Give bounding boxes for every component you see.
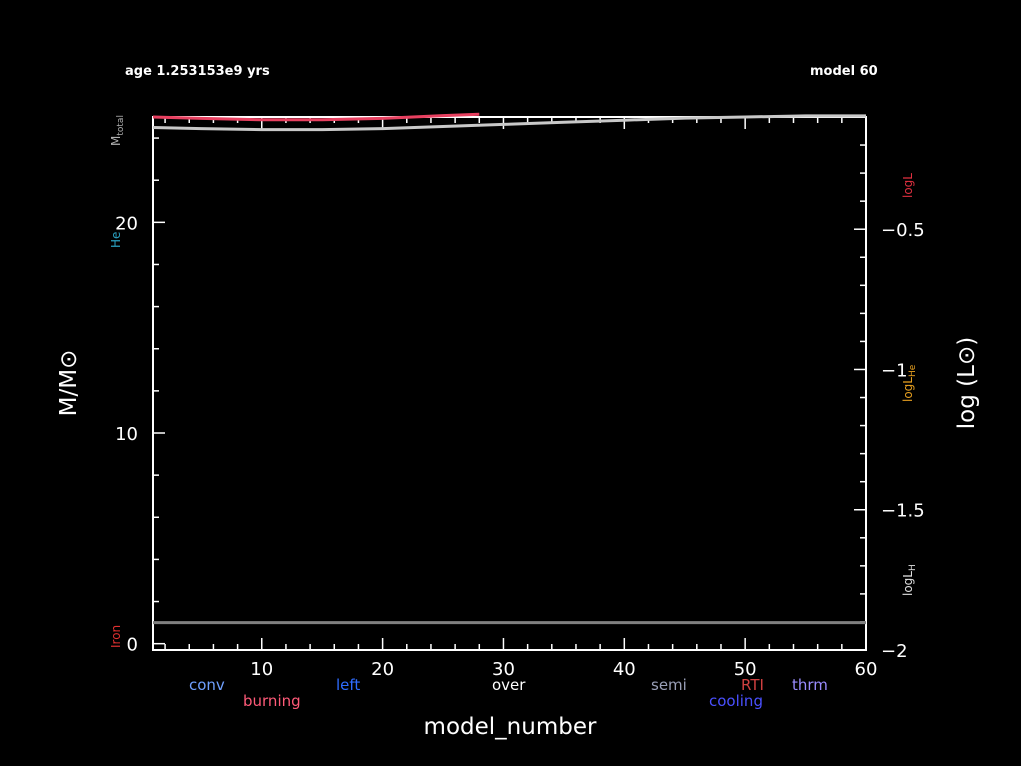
plot-frame: [152, 116, 867, 651]
y-left-axis-label: M/M⊙: [56, 350, 82, 417]
x-tick-label: 20: [371, 659, 394, 680]
side-labels: Mtotal He Iron logL logLHe logLH: [109, 115, 918, 648]
y-left-tick-label: 10: [115, 424, 138, 445]
age-label: age 1.253153e9 yrs: [125, 64, 270, 79]
legend-burning: burning: [243, 692, 301, 710]
iron-label: Iron: [109, 625, 123, 648]
logL-he-label: logLHe: [901, 364, 918, 402]
legend-left: left: [336, 676, 360, 694]
m-total-label: Mtotal: [109, 115, 126, 146]
x-tick-label: 60: [855, 659, 878, 680]
legend-rti: RTI: [741, 676, 764, 694]
he-label: He: [109, 232, 123, 248]
axis-ticks: [153, 116, 867, 651]
series-m-total-line: [152, 114, 866, 132]
y-left-tick-label: 0: [127, 635, 138, 656]
series-log-l-line: [152, 112, 480, 122]
series-lines: [152, 112, 866, 625]
x-tick-label: 40: [613, 659, 636, 680]
plot-border: [152, 116, 867, 651]
legend-conv: conv: [189, 676, 225, 694]
x-tick-label: 10: [250, 659, 273, 680]
legend-over: over: [492, 676, 526, 694]
legend-semi: semi: [651, 676, 687, 694]
x-tick-label: 30: [492, 659, 515, 680]
y-right-tick-label: −2: [881, 641, 908, 662]
tick-labels: 10 20 30 40 50 60 0 10 20 −0.5 −1 −1.5 −2: [115, 213, 925, 680]
y-left-tick-label: 20: [115, 213, 138, 234]
x-tick-label: 50: [734, 659, 757, 680]
model-label: model 60: [810, 64, 878, 79]
y-right-tick-label: −0.5: [881, 220, 925, 241]
x-axis-label: model_number: [424, 714, 597, 740]
y-right-axis-label: log (L⊙): [954, 337, 980, 429]
y-right-tick-label: −1.5: [881, 501, 925, 522]
legend-thrm: thrm: [792, 676, 828, 694]
legend-cooling: cooling: [709, 692, 763, 710]
y-right-tick-label: −1: [881, 360, 908, 381]
logL-label: logL: [901, 173, 915, 198]
logL-h-label: logLH: [901, 564, 918, 596]
